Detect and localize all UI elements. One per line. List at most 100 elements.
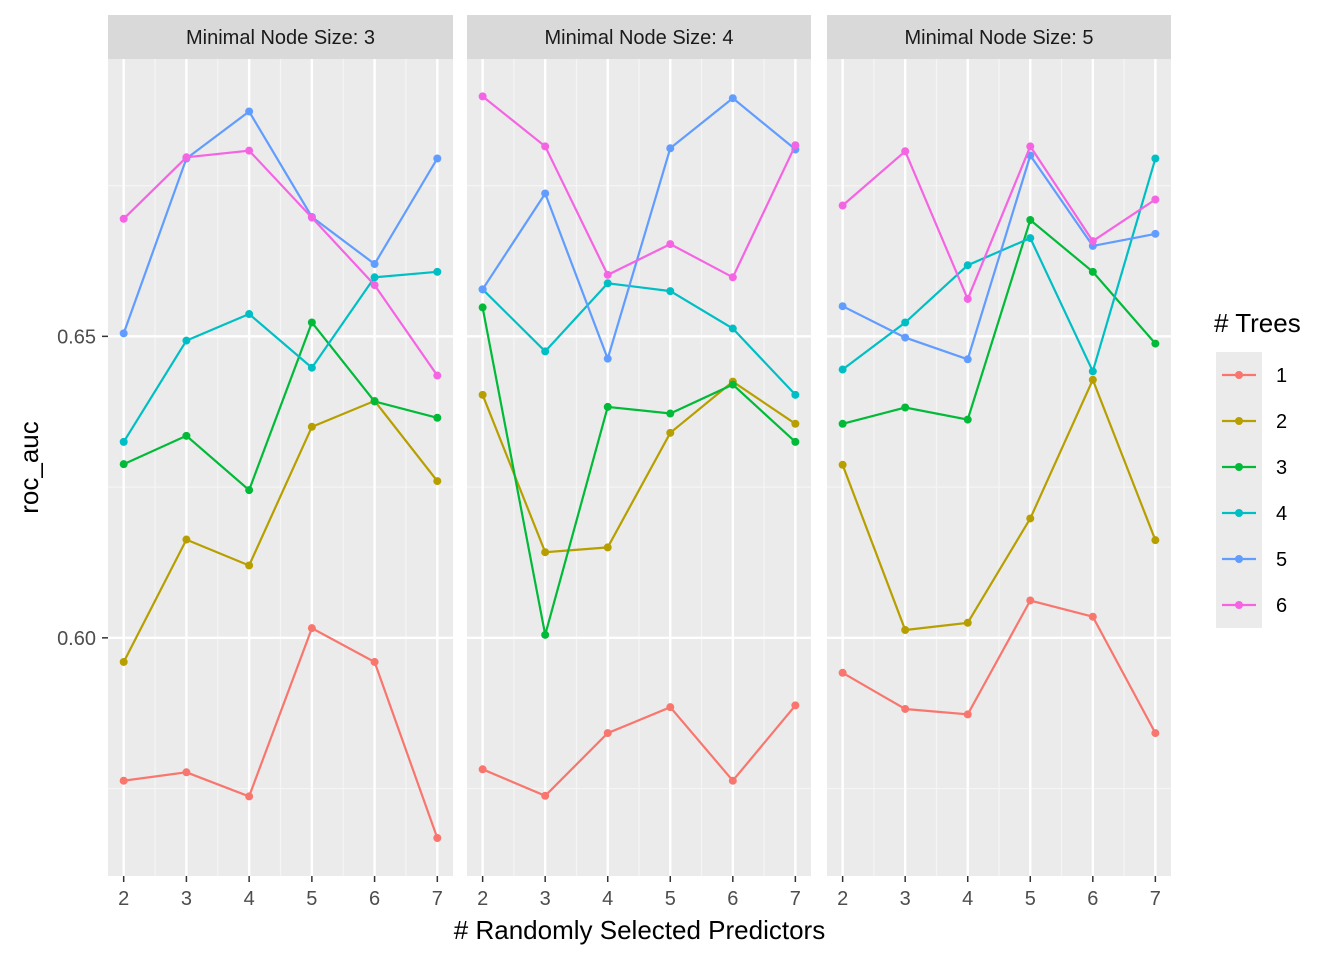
series-line-trees-1 (842, 599, 1157, 734)
legend-label-5: 5 (1276, 549, 1287, 571)
data-point-trees-6-x-7 (791, 141, 800, 150)
data-point-trees-2-x-7 (791, 419, 800, 428)
data-point-trees-2-x-5 (666, 428, 675, 437)
series-line-trees-2 (481, 380, 797, 554)
data-point-trees-5-x-4 (603, 354, 612, 363)
data-point-trees-1-x-2 (119, 776, 128, 785)
data-point-trees-6-x-3 (182, 153, 191, 162)
data-point-trees-2-x-4 (603, 543, 612, 552)
data-point-trees-2-x-2 (838, 460, 847, 469)
data-point-trees-4-x-3 (901, 318, 910, 327)
series-line-trees-5 (481, 96, 797, 363)
x-tick-label: 4 (602, 888, 613, 910)
legend-title: # Trees (1214, 308, 1301, 338)
data-point-trees-2-x-3 (182, 535, 191, 544)
data-point-trees-4-x-7 (1151, 154, 1160, 163)
data-point-trees-3-x-3 (901, 403, 910, 412)
data-point-trees-6-x-7 (433, 371, 442, 380)
series-line-trees-3 (123, 320, 438, 492)
data-point-trees-4-x-3 (182, 336, 191, 345)
legend-label-1: 1 (1276, 365, 1287, 387)
data-point-trees-5-x-5 (666, 144, 675, 153)
data-point-trees-5-x-4 (963, 355, 972, 364)
facet-panel-1: Minimal Node Size: 3 2 3 4 5 6 7 (108, 15, 453, 910)
series-line-trees-4 (122, 270, 438, 443)
legend-label-2: 2 (1276, 411, 1287, 433)
data-point-trees-3-x-7 (1151, 339, 1160, 348)
series-line-trees-1 (123, 626, 439, 839)
x-tick-label: 3 (540, 888, 551, 910)
series-line-trees-5 (842, 153, 1156, 361)
facet-strip (467, 15, 811, 59)
x-tick-label: 3 (900, 888, 911, 910)
data-point-trees-5-x-3 (901, 333, 910, 342)
data-point-trees-2-x-7 (1151, 536, 1160, 545)
data-point-trees-2-x-7 (433, 477, 442, 486)
data-point-trees-3-x-7 (791, 437, 800, 446)
data-point-trees-6-x-7 (1151, 195, 1160, 204)
data-point-trees-5-x-4 (245, 107, 254, 116)
data-point-trees-1-x-6 (370, 657, 379, 666)
legend-label-4: 4 (1276, 503, 1287, 525)
data-point-trees-3-x-6 (1088, 267, 1097, 276)
facet-panel-3: Minimal Node Size: 5 2 3 4 5 6 7 (827, 15, 1171, 910)
data-point-trees-6-x-5 (666, 240, 675, 249)
data-point-trees-5-x-7 (1151, 229, 1160, 238)
data-point-trees-5-x-2 (478, 285, 487, 294)
data-point-trees-4-x-5 (307, 363, 316, 372)
x-tick-label: 7 (1150, 888, 1161, 910)
legend-key-point-4 (1235, 509, 1243, 517)
data-point-trees-2-x-2 (119, 657, 128, 666)
data-point-trees-4-x-4 (245, 310, 254, 319)
data-point-trees-4-x-5 (666, 287, 675, 296)
data-point-trees-3-x-4 (603, 402, 612, 411)
data-point-trees-4-x-3 (541, 347, 550, 356)
data-point-trees-1-x-4 (963, 710, 972, 719)
data-point-trees-3-x-2 (838, 419, 847, 428)
legend-label-3: 3 (1276, 457, 1287, 479)
x-tick-label: 2 (477, 888, 488, 910)
facet-strip-label: Minimal Node Size: 4 (545, 27, 734, 49)
data-point-trees-6-x-6 (1088, 237, 1097, 246)
legend: # Trees 1 2 3 4 5 6 (1214, 308, 1301, 628)
data-point-trees-3-x-2 (119, 460, 128, 469)
data-point-trees-1-x-5 (666, 703, 675, 712)
data-point-trees-1-x-3 (901, 704, 910, 713)
data-point-trees-6-x-2 (478, 92, 487, 101)
data-point-trees-3-x-5 (666, 409, 675, 418)
data-point-trees-4-x-6 (1088, 367, 1097, 376)
data-point-trees-6-x-3 (901, 147, 910, 156)
series-line-trees-3 (481, 307, 797, 636)
data-point-trees-3-x-4 (963, 415, 972, 424)
series-line-trees-4 (481, 282, 797, 396)
data-point-trees-3-x-2 (478, 303, 487, 312)
data-point-trees-4-x-7 (791, 390, 800, 399)
data-point-trees-4-x-5 (1026, 234, 1035, 243)
data-point-trees-3-x-5 (1026, 215, 1035, 224)
data-point-trees-6-x-4 (963, 294, 972, 303)
data-point-trees-1-x-4 (603, 729, 612, 738)
data-point-trees-1-x-7 (433, 834, 442, 843)
data-point-trees-2-x-2 (478, 390, 487, 399)
legend-key-background (1216, 352, 1262, 628)
facet-strip-label: Minimal Node Size: 5 (905, 27, 1094, 49)
legend-key-point-5 (1235, 555, 1243, 563)
x-tick-label: 4 (962, 888, 973, 910)
data-point-trees-2-x-4 (245, 561, 254, 570)
data-point-trees-4-x-4 (603, 279, 612, 288)
data-point-trees-1-x-2 (478, 765, 487, 774)
x-tick-label: 6 (727, 888, 738, 910)
data-point-trees-1-x-5 (307, 624, 316, 633)
data-point-trees-3-x-3 (541, 630, 550, 639)
data-point-trees-2-x-3 (541, 548, 550, 557)
y-tick-label: 0.65 (57, 326, 96, 348)
x-tick-label: 2 (118, 888, 129, 910)
x-tick-label: 5 (665, 888, 676, 910)
data-point-trees-4-x-6 (370, 273, 379, 282)
data-point-trees-2-x-3 (901, 625, 910, 634)
x-tick-label: 6 (1087, 888, 1098, 910)
data-point-trees-6-x-5 (307, 213, 316, 222)
facet-panel-2: Minimal Node Size: 4 2 3 4 5 6 7 (467, 15, 811, 910)
series-line-trees-6 (841, 144, 1157, 302)
